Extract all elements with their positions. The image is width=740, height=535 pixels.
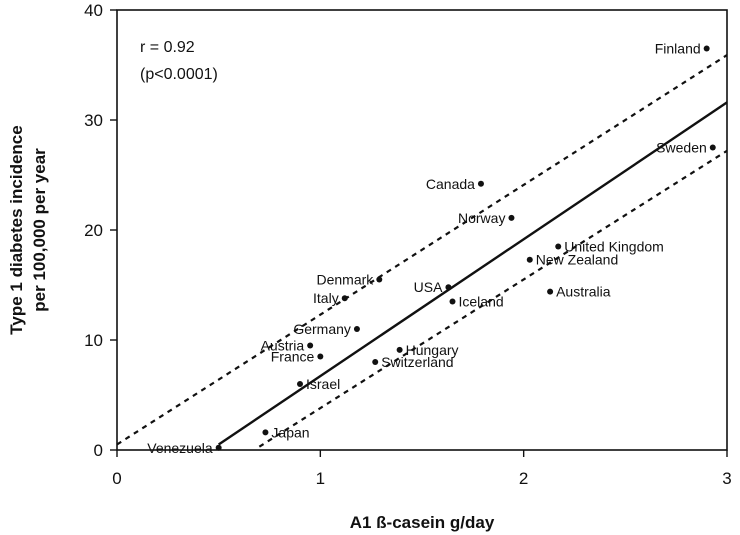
point-label: Italy bbox=[313, 290, 339, 306]
point-label: Hungary bbox=[406, 342, 459, 358]
y-tick-label: 0 bbox=[94, 441, 103, 460]
point-label: France bbox=[271, 349, 315, 365]
x-tick-label: 0 bbox=[112, 469, 121, 488]
data-point bbox=[372, 359, 379, 365]
x-axis-title: A1 ß-casein g/day bbox=[350, 513, 495, 532]
data-point bbox=[317, 353, 324, 360]
point-label: USA bbox=[414, 279, 443, 295]
y-axis-title-line1: Type 1 diabetes incidence bbox=[7, 125, 26, 334]
annotation-p: (p<0.0001) bbox=[140, 66, 218, 83]
y-tick-label: 10 bbox=[84, 331, 103, 350]
point-label: Japan bbox=[271, 424, 309, 440]
point-label: Canada bbox=[426, 176, 475, 192]
data-point bbox=[445, 284, 452, 291]
point-label: Venezuela bbox=[147, 440, 213, 456]
data-point bbox=[547, 288, 554, 295]
point-label: New Zealand bbox=[536, 252, 619, 268]
point-label: Switzerland bbox=[381, 354, 453, 370]
point-label: Austria bbox=[261, 338, 305, 354]
data-point bbox=[307, 342, 314, 349]
point-label: Iceland bbox=[459, 294, 504, 310]
y-axis-title-line2: per 100,000 per year bbox=[30, 148, 49, 312]
data-point bbox=[376, 276, 383, 283]
data-point bbox=[477, 180, 484, 187]
x-tick-label: 3 bbox=[722, 469, 731, 488]
annotation-r: r = 0.92 bbox=[140, 39, 195, 56]
point-label: Sweden bbox=[656, 140, 707, 156]
data-point bbox=[396, 346, 403, 353]
point-label: United Kingdom bbox=[564, 239, 664, 255]
data-point bbox=[297, 381, 303, 387]
regression-line bbox=[217, 101, 728, 446]
data-point bbox=[703, 45, 710, 52]
point-label: Denmark bbox=[317, 272, 375, 288]
point-label: Germany bbox=[293, 321, 351, 337]
data-point bbox=[449, 298, 456, 305]
point-label: Australia bbox=[556, 284, 611, 300]
data-point bbox=[709, 144, 716, 151]
data-point bbox=[215, 444, 222, 451]
point-label: Israel bbox=[306, 376, 340, 392]
confidence-lower-line bbox=[258, 149, 728, 448]
point-label: Norway bbox=[458, 210, 505, 226]
data-point bbox=[508, 214, 515, 221]
data-point bbox=[341, 295, 348, 302]
y-tick-label: 30 bbox=[84, 111, 103, 130]
data-point bbox=[262, 429, 269, 436]
y-tick-label: 20 bbox=[84, 221, 103, 240]
x-tick-label: 1 bbox=[316, 469, 325, 488]
data-point bbox=[353, 326, 360, 332]
fit-lines bbox=[116, 54, 728, 448]
data-points: Finland Sweden Canada Norway United KingdomN… bbox=[147, 41, 716, 456]
data-point bbox=[526, 256, 533, 263]
x-tick-label: 2 bbox=[519, 469, 528, 488]
confidence-upper-line bbox=[116, 54, 728, 446]
data-point bbox=[555, 243, 562, 250]
y-tick-label: 40 bbox=[84, 1, 103, 20]
point-label: Finland bbox=[655, 41, 701, 57]
